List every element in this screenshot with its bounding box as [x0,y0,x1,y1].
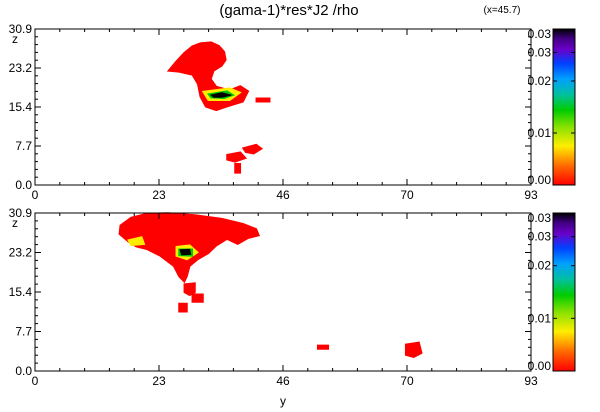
y-tick-label: 15.4 [9,100,33,114]
heatmap-region-6 [127,236,146,246]
colorbar-tick-label: 0.02 [528,74,552,88]
slice-position-annotation: (x=45.7) [484,5,521,16]
heatmap-region-1 [183,282,196,297]
y-tick-label: 30.9 [9,206,33,220]
x-tick-label: 93 [524,374,538,388]
heatmap-region-9 [179,248,192,256]
chart-title: (gama-1)*res*J2 /rho [219,2,358,19]
colorbar: 0.00 0.01 0.02 0.03 0.03 [528,211,576,373]
y-tick-label: 30.9 [9,22,33,36]
colorbar-tick-label: 0.00 [528,359,552,373]
heatmap-region-3 [178,302,188,313]
x-tick-label: 93 [524,188,538,202]
colorbar-tick-label: 0.01 [528,126,552,140]
y-tick-label: 7.7 [15,139,32,153]
heatmap-region-2 [241,143,264,155]
y-axis-label: z [12,216,18,230]
plot-area [35,213,531,371]
colorbar-tick-label: 0.00 [528,173,552,187]
heatmap-region-3 [226,151,248,163]
x-axis-label: y [280,394,286,408]
x-tick-label: 23 [152,188,166,202]
top-panel: 0 23 46 70 93 0.0 7.7 15.4 23.2 30.9z 0.00 0.01 0.02… [9,22,576,202]
y-axis-label: z [12,32,18,46]
y-tick-label: 23.2 [9,246,33,260]
y-tick-label: 0.0 [15,364,32,378]
colorbar-tick-label: 0.02 [528,259,552,273]
colorbar-gradient [552,212,576,372]
x-tick-label: 46 [276,188,290,202]
heatmap-region-4 [234,163,242,174]
heatmap-region-1 [255,97,271,103]
x-tick-label: 0 [32,188,39,202]
y-tick-label: 23.2 [9,61,33,75]
colorbar-tick-label: 0.03 [528,211,552,225]
colorbar-gradient [552,28,576,186]
colorbar-tick-label: 0.03 [528,27,552,41]
colorbar-tick-label: 0.03 [528,230,552,244]
y-tick-label: 15.4 [9,285,33,299]
x-tick-label: 0 [32,374,39,388]
x-tick-label: 46 [276,374,290,388]
plot-area [35,29,531,185]
colorbar-tick-label: 0.01 [528,311,552,325]
x-tick-label: 23 [152,374,166,388]
heatmap-region-2 [191,293,204,303]
colorbar-tick-label: 0.03 [528,45,552,59]
heatmap-region-7 [209,92,232,98]
heatmap-region-5 [404,341,423,358]
y-tick-label: 0.0 [15,178,32,192]
colorbar: 0.00 0.01 0.02 0.03 0.03 [528,27,576,187]
heatmap-region-4 [316,344,330,350]
bottom-panel: 0 23 46 70 930.07.715.423.230.9zy0.000.010.0… [9,206,576,408]
x-tick-label: 70 [400,188,414,202]
x-tick-label: 70 [400,374,414,388]
y-tick-label: 7.7 [15,325,32,339]
